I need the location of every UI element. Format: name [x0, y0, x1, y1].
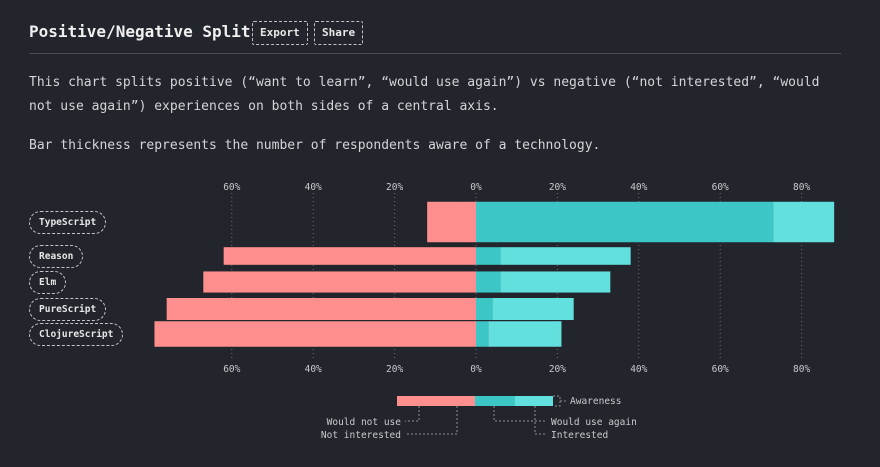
legend-swatch-positive-outer — [515, 396, 553, 406]
bar-negative — [154, 321, 476, 347]
description-line-2: not use again”) experiences on both side… — [29, 99, 499, 114]
tick-label-bottom: 60% — [712, 364, 729, 375]
top-tick-labels: 60% 40% 20% 0% 20% 40% 60% 80% — [223, 182, 810, 193]
legend-swatch-negative — [397, 396, 475, 406]
tick-label-top: 40% — [630, 182, 647, 193]
share-button[interactable]: Share — [314, 21, 364, 45]
bar-positive-core — [476, 321, 489, 347]
category-label[interactable]: TypeScript — [29, 210, 107, 234]
tick-label-bottom: 0% — [470, 364, 482, 375]
bar-negative — [223, 247, 476, 265]
tick-label-top: 40% — [305, 182, 322, 193]
bar-positive-core — [476, 247, 501, 265]
legend-label-interested: Interested — [551, 430, 608, 441]
legend-label-not-interested: Not interested — [321, 430, 401, 441]
export-button[interactable]: Export — [252, 21, 308, 45]
page-title: Positive/Negative Split — [29, 22, 251, 41]
category-label[interactable]: ClojureScript — [29, 322, 124, 346]
legend-label-would-not-use: Would not use — [327, 417, 402, 428]
tick-label-top: 20% — [386, 182, 403, 193]
bar-positive-outer — [773, 201, 835, 243]
tick-label-top: 60% — [712, 182, 729, 193]
category-label[interactable]: Reason — [29, 244, 84, 268]
bar-positive-core — [476, 271, 501, 293]
tick-label-top: 60% — [223, 182, 240, 193]
tick-label-top: 80% — [793, 182, 810, 193]
tick-label-bottom: 20% — [386, 364, 403, 375]
legend-label-would-use-again: Would use again — [551, 417, 637, 428]
legend-leader-would-not-use — [405, 406, 420, 422]
bar-negative — [427, 201, 476, 243]
tick-label-bottom: 80% — [793, 364, 810, 375]
legend-leader-not-interested — [405, 406, 458, 435]
tick-label-top: 0% — [470, 182, 482, 193]
header-divider — [29, 53, 841, 54]
bar-negative — [166, 298, 476, 320]
bar-positive-outer — [500, 247, 631, 265]
tick-label-bottom: 40% — [305, 364, 322, 375]
legend: Awareness Would not use Not interested Woul… — [321, 395, 637, 441]
legend-label-awareness: Awareness — [570, 396, 621, 407]
legend-swatch-positive-core — [475, 396, 515, 406]
bar-positive-outer — [488, 321, 562, 347]
tick-label-bottom: 60% — [223, 364, 240, 375]
tick-label-bottom: 20% — [549, 364, 566, 375]
bar-positive-core — [476, 298, 493, 320]
legend-leader-interested — [534, 406, 547, 435]
bars — [154, 201, 835, 347]
bottom-tick-labels: 60% 40% 20% 0% 20% 40% 60% 80% — [223, 364, 810, 375]
bar-negative — [203, 271, 476, 293]
bar-positive-outer — [492, 298, 574, 320]
bar-positive-core — [476, 201, 774, 243]
category-label[interactable]: PureScript — [29, 297, 107, 321]
legend-leader-awareness — [553, 395, 567, 407]
category-label[interactable]: Elm — [29, 270, 67, 294]
bar-positive-outer — [500, 271, 611, 293]
tick-label-bottom: 40% — [630, 364, 647, 375]
description-line-1: This chart splits positive (“want to lea… — [29, 75, 820, 90]
legend-leader-would-use-again — [493, 406, 547, 422]
description-line-3: Bar thickness represents the number of r… — [29, 138, 601, 153]
tick-label-top: 20% — [549, 182, 566, 193]
